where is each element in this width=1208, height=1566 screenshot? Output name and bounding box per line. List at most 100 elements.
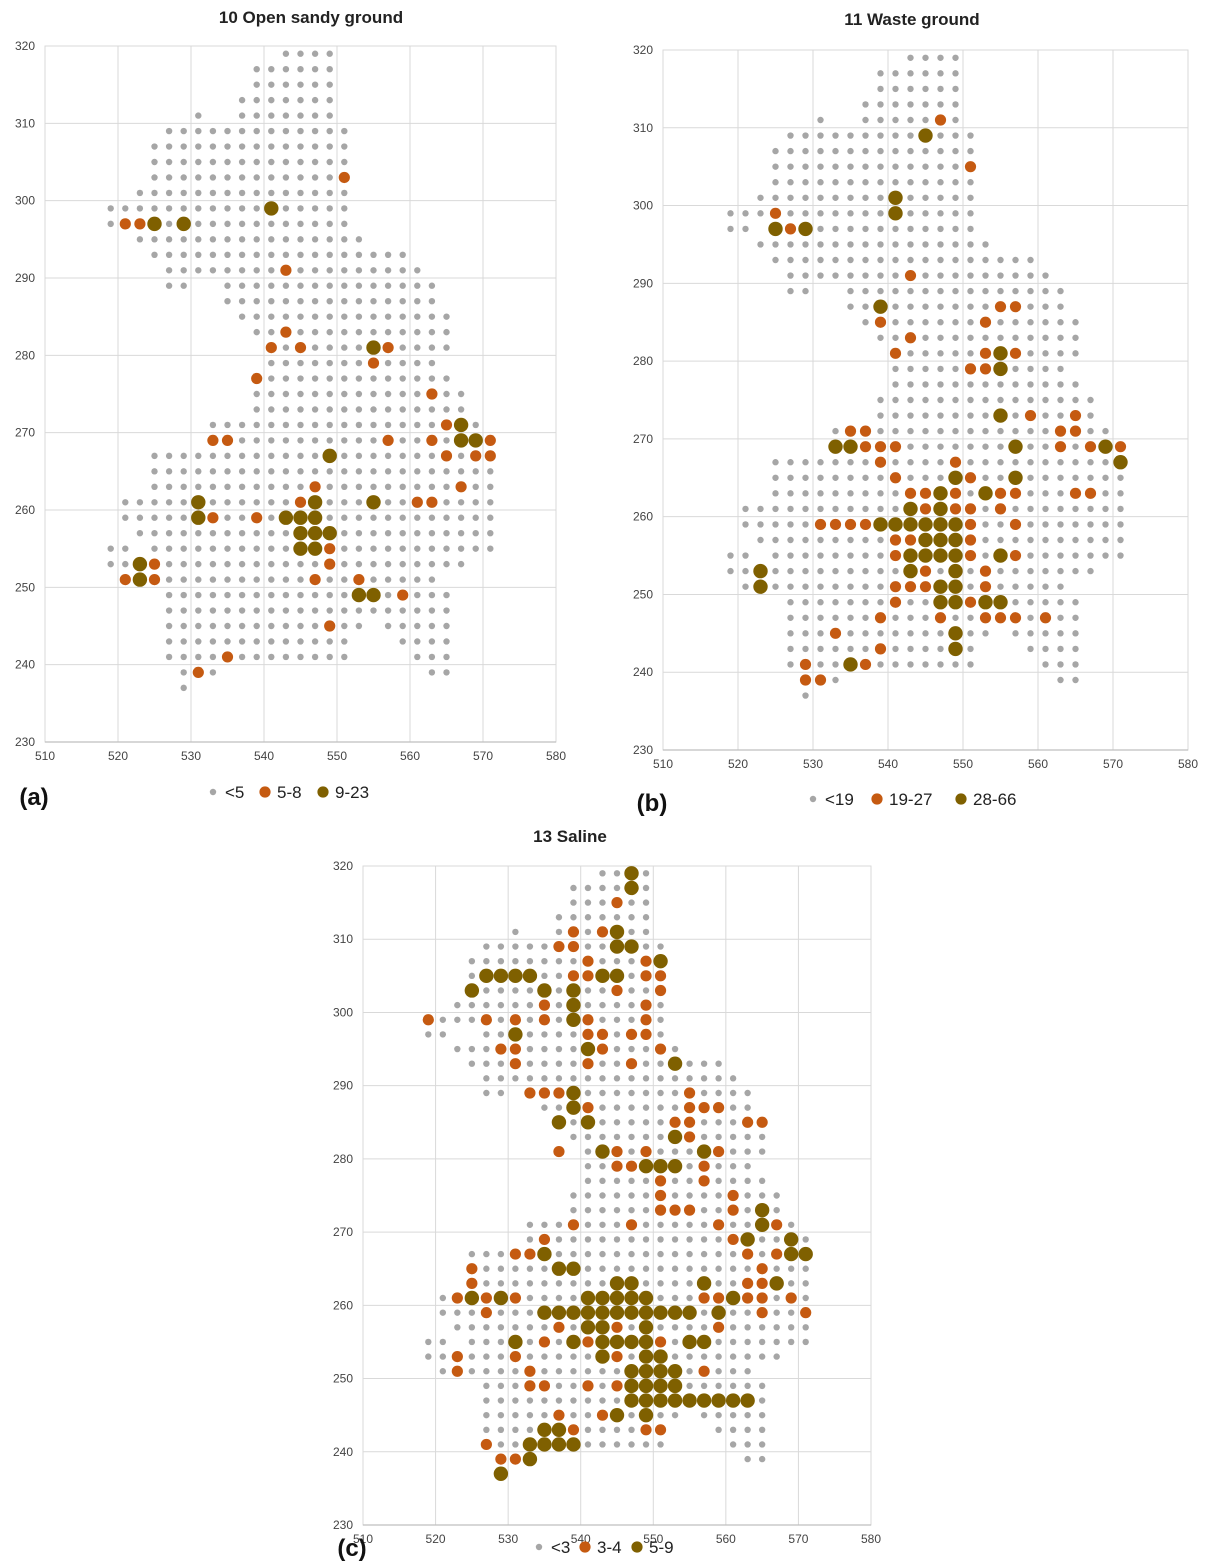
point-low bbox=[384, 251, 392, 258]
point-mid bbox=[742, 1116, 754, 1128]
point-low bbox=[847, 614, 854, 621]
point-low bbox=[384, 560, 392, 568]
point-mid bbox=[495, 1043, 507, 1055]
point-mid bbox=[538, 1380, 551, 1392]
point-low bbox=[370, 267, 377, 274]
point-low bbox=[526, 1280, 534, 1287]
point-low bbox=[892, 256, 899, 264]
point-mid bbox=[1009, 347, 1022, 359]
point-low bbox=[757, 241, 764, 248]
point-low bbox=[526, 1045, 534, 1053]
point-low bbox=[224, 560, 231, 568]
point-low bbox=[1072, 567, 1079, 575]
point-low bbox=[541, 1221, 548, 1228]
point-mid bbox=[1084, 441, 1097, 453]
point-low bbox=[817, 614, 824, 621]
point-low bbox=[341, 576, 348, 583]
point-low bbox=[982, 303, 989, 310]
point-mid bbox=[538, 999, 551, 1011]
point-low bbox=[758, 1455, 766, 1463]
point-low bbox=[613, 914, 621, 921]
point-low bbox=[907, 70, 914, 77]
point-mid bbox=[829, 518, 842, 531]
point-mid bbox=[919, 565, 932, 577]
point-low bbox=[483, 1250, 490, 1258]
point-low bbox=[892, 163, 899, 170]
point-low bbox=[1027, 552, 1034, 559]
point-high bbox=[551, 1305, 567, 1320]
point-mid bbox=[480, 1292, 492, 1304]
point-low bbox=[165, 267, 173, 274]
point-low bbox=[657, 1324, 664, 1331]
point-low bbox=[937, 350, 944, 357]
point-low bbox=[773, 1353, 780, 1360]
point-low bbox=[238, 607, 246, 614]
point-low bbox=[282, 189, 290, 197]
point-low bbox=[584, 928, 592, 936]
point-low bbox=[297, 127, 304, 135]
point-low bbox=[982, 630, 989, 637]
point-low bbox=[497, 1426, 505, 1434]
point-low bbox=[642, 1280, 650, 1287]
point-low bbox=[832, 427, 839, 435]
point-low bbox=[457, 545, 465, 552]
point-low bbox=[107, 205, 114, 212]
point-low bbox=[613, 1177, 621, 1185]
point-low bbox=[326, 143, 333, 150]
point-low bbox=[136, 205, 144, 212]
point-low bbox=[1072, 645, 1079, 653]
point-low bbox=[877, 256, 884, 264]
point-low bbox=[370, 390, 377, 398]
point-low bbox=[599, 1206, 606, 1214]
point-low bbox=[758, 1192, 766, 1199]
point-low bbox=[180, 669, 187, 676]
point-low bbox=[715, 1338, 722, 1346]
point-low bbox=[1102, 536, 1109, 544]
point-low bbox=[628, 1426, 635, 1434]
point-low bbox=[195, 653, 202, 661]
point-low bbox=[758, 1441, 766, 1448]
point-low bbox=[195, 174, 202, 181]
point-low bbox=[802, 1324, 809, 1331]
point-low bbox=[967, 334, 974, 341]
point-low bbox=[384, 452, 392, 460]
point-low bbox=[454, 1324, 461, 1331]
point-low bbox=[414, 591, 421, 599]
point-low bbox=[997, 287, 1004, 295]
point-mid bbox=[859, 658, 872, 671]
point-low bbox=[268, 468, 275, 475]
point-low bbox=[311, 205, 319, 212]
point-low bbox=[997, 319, 1004, 326]
point-low bbox=[982, 427, 989, 435]
point-low bbox=[744, 1382, 751, 1390]
point-low bbox=[787, 1338, 795, 1346]
point-low bbox=[428, 452, 436, 460]
point-low bbox=[642, 987, 650, 994]
point-low bbox=[729, 1309, 737, 1316]
point-low bbox=[937, 256, 944, 264]
point-mid bbox=[859, 518, 872, 531]
point-low bbox=[209, 220, 217, 228]
point-low bbox=[1102, 521, 1109, 528]
point-low bbox=[238, 452, 246, 460]
x-tick-label: 530 bbox=[803, 757, 823, 771]
point-low bbox=[847, 132, 854, 139]
point-low bbox=[817, 179, 824, 186]
point-low bbox=[742, 210, 749, 217]
point-low bbox=[584, 1250, 592, 1258]
point-low bbox=[341, 220, 348, 228]
point-low bbox=[599, 1075, 606, 1082]
point-low bbox=[937, 474, 944, 481]
point-high bbox=[595, 1349, 610, 1364]
point-low bbox=[1027, 427, 1034, 435]
point-low bbox=[802, 599, 809, 606]
point-low bbox=[443, 328, 450, 336]
point-low bbox=[497, 1016, 505, 1023]
point-low bbox=[877, 194, 884, 201]
point-mid bbox=[727, 1204, 739, 1216]
legend-marker bbox=[631, 1541, 643, 1553]
point-low bbox=[584, 1075, 592, 1082]
point-high bbox=[264, 201, 279, 216]
point-low bbox=[892, 567, 899, 575]
point-low bbox=[1027, 287, 1034, 295]
